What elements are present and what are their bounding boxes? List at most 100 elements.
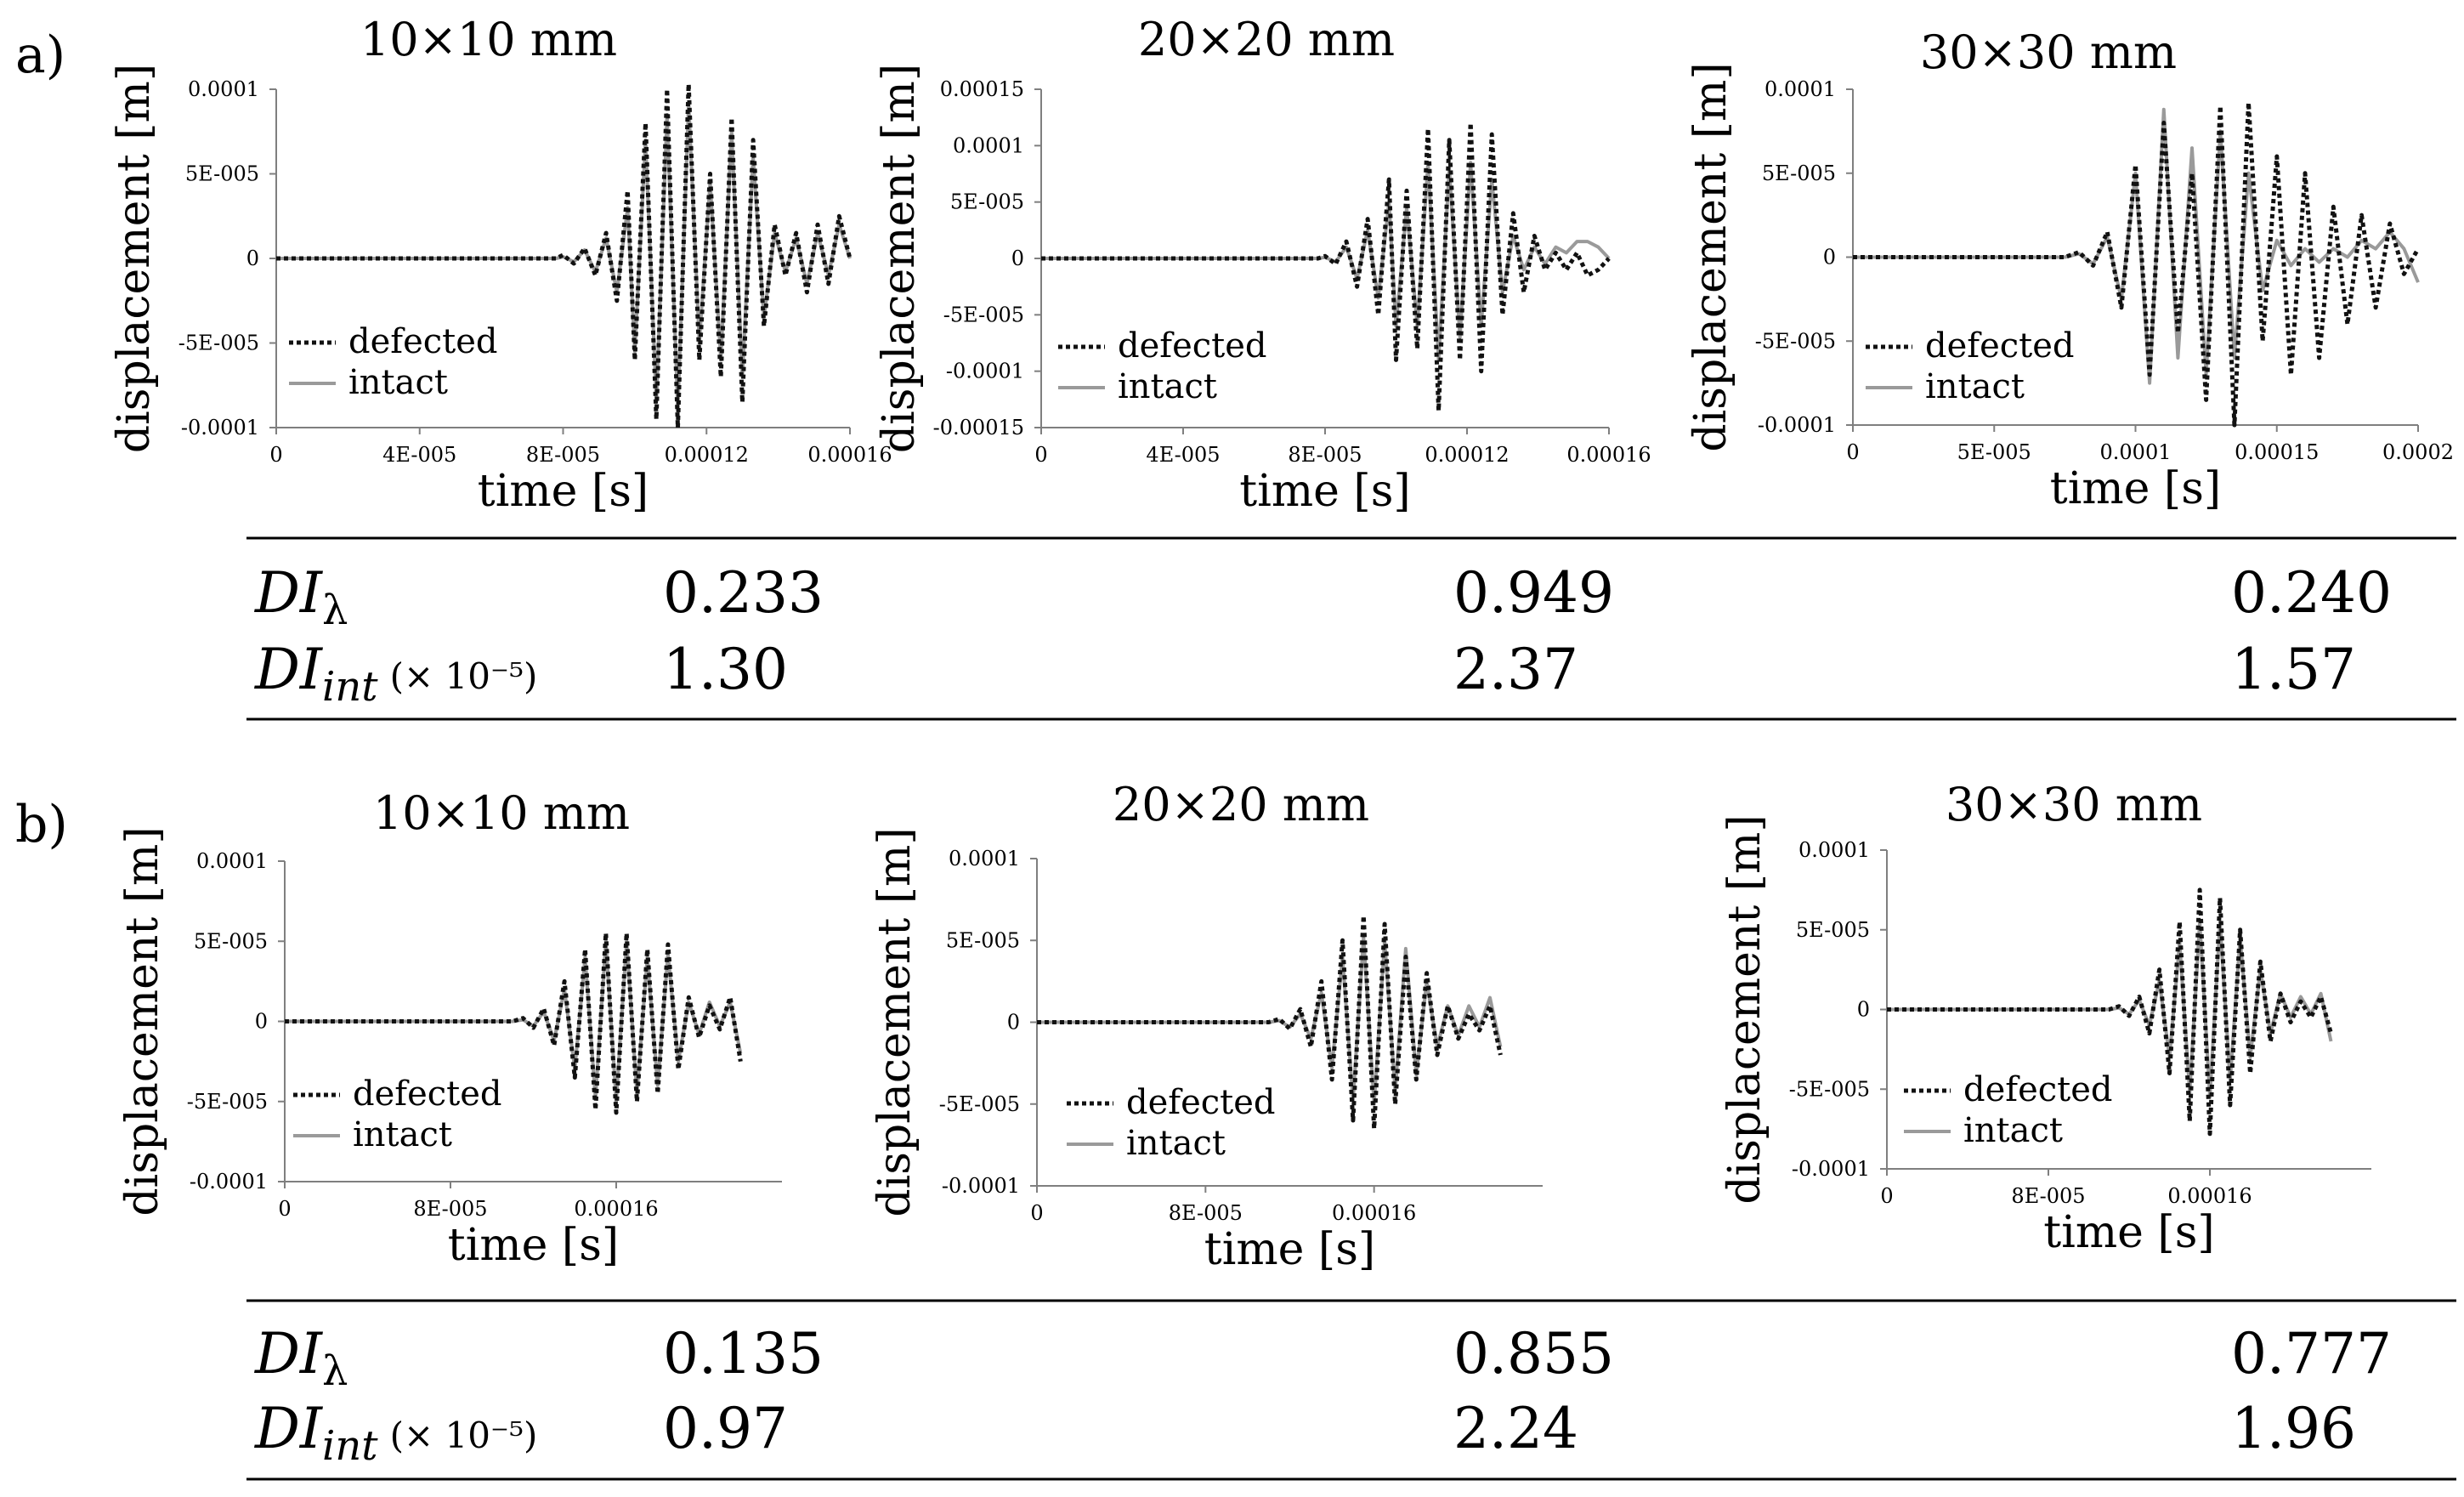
- x-axis-label: time [s]: [478, 466, 649, 517]
- x-axis-label: time [s]: [2043, 1207, 2214, 1258]
- y-tick-label: -5E-005: [178, 332, 259, 355]
- y-tick-label: 0.0001: [953, 133, 1024, 157]
- x-tick-label: 0.0002: [2382, 440, 2454, 464]
- legend-label-intact: intact: [353, 1115, 452, 1154]
- x-axis-label: time [s]: [1239, 466, 1410, 517]
- y-tick-label: 0.00015: [940, 77, 1024, 101]
- y-tick-label: -5E-005: [1755, 329, 1836, 353]
- table-b-r2c1: 0.97: [663, 1396, 788, 1461]
- y-tick-label: 0.0001: [1798, 838, 1870, 862]
- table-a-r1c2: 0.949: [1453, 560, 1614, 626]
- x-tick-label: 0: [269, 443, 282, 467]
- table-b-r2c2: 2.24: [1453, 1396, 1578, 1461]
- table-b-r1c1: 0.135: [663, 1321, 824, 1386]
- y-tick-label: 0.0001: [196, 849, 268, 873]
- chart-b2: -0.0001 -5E-005 0 5E-005 0.0001 0 8E-005 0.0001…: [869, 827, 1543, 1275]
- table-b-r1c3: 0.777: [2231, 1321, 2392, 1386]
- y-tick-label: -0.0001: [1758, 413, 1836, 437]
- table-b-row1-label: DIλ: [254, 1321, 348, 1395]
- y-tick-label: -0.0001: [1792, 1157, 1870, 1181]
- y-tick-label: 0: [1857, 998, 1870, 1022]
- chart-b1: -0.0001 -5E-005 0 5E-005 0.0001 0 8E-005 0.0001…: [117, 826, 782, 1271]
- table-b-r2c3: 1.96: [2231, 1396, 2356, 1461]
- legend-label-intact: intact: [348, 363, 448, 402]
- y-axis-label: displacement [m]: [869, 827, 920, 1216]
- table-a: DIλ DIint (× 10⁻⁵) 0.233 0.949 0.240 1.30…: [246, 536, 2456, 721]
- chart-title-b3: 30×30 mm: [1946, 778, 2202, 831]
- x-tick-label: 0.00016: [1332, 1201, 1416, 1225]
- x-tick-label: 0.00016: [574, 1197, 658, 1221]
- legend-label-defected: defected: [353, 1075, 502, 1114]
- x-tick-label: 8E-005: [413, 1197, 487, 1221]
- y-axis-label: displacement [m]: [109, 64, 160, 453]
- y-tick-label: 5E-005: [946, 928, 1020, 952]
- x-axis-label: time [s]: [448, 1220, 619, 1271]
- chart-title-a1: 10×10 mm: [360, 13, 617, 66]
- x-axis-label: time [s]: [2050, 463, 2221, 514]
- table-a-r2c1: 1.30: [663, 637, 788, 702]
- y-tick-label: 0: [1011, 247, 1024, 270]
- x-tick-label: 0.0001: [2100, 440, 2172, 464]
- x-tick-label: 0: [1880, 1184, 1893, 1208]
- y-tick-label: -5E-005: [1789, 1077, 1870, 1101]
- y-tick-label: 0.0001: [188, 77, 259, 101]
- table-a-r2c2: 2.37: [1453, 637, 1578, 702]
- table-a-r1c1: 0.233: [663, 560, 824, 626]
- y-tick-label: -5E-005: [943, 303, 1024, 326]
- y-tick-label: -0.0001: [190, 1170, 268, 1194]
- chart-a2: -0.00015 -0.0001 -5E-005 0 5E-005 0.0001 0.000…: [874, 64, 1651, 517]
- y-tick-label: 0.0001: [949, 847, 1020, 870]
- table-a-r1c3: 0.240: [2231, 560, 2392, 626]
- legend-label-defected: defected: [348, 322, 498, 361]
- x-tick-label: 0: [278, 1197, 291, 1221]
- x-tick-label: 0: [1030, 1201, 1043, 1225]
- y-tick-label: -0.0001: [181, 416, 259, 439]
- chart-title-a3: 30×30 mm: [1920, 26, 2177, 79]
- chart-title-b2: 20×20 mm: [1113, 778, 1369, 831]
- y-axis-label: displacement [m]: [874, 64, 925, 453]
- chart-a1: -0.0001 -5E-005 0 5E-005 0.0001 0 4E-005 8E-005…: [109, 64, 892, 517]
- y-tick-label: -0.0001: [942, 1174, 1020, 1198]
- series-line-defected: [1037, 913, 1503, 1131]
- y-axis-label: displacement [m]: [1685, 62, 1736, 451]
- y-axis-label: displacement [m]: [117, 826, 168, 1216]
- x-tick-label: 0.00016: [1566, 443, 1651, 467]
- y-tick-label: 0: [255, 1010, 268, 1034]
- y-tick-label: -0.00015: [933, 416, 1024, 439]
- table-b-r1c2: 0.855: [1453, 1321, 1614, 1386]
- x-tick-label: 4E-005: [382, 443, 456, 467]
- table-b-row2-label: DIint (× 10⁻⁵): [254, 1396, 537, 1470]
- x-tick-label: 4E-005: [1146, 443, 1220, 467]
- legend-label-defected: defected: [1118, 326, 1267, 366]
- x-tick-label: 0: [1034, 443, 1047, 467]
- legend-label-intact: intact: [1963, 1111, 2063, 1150]
- x-tick-label: 0.00015: [2235, 440, 2319, 464]
- legend-label-defected: defected: [1126, 1083, 1276, 1122]
- x-tick-label: 0: [1846, 440, 1859, 464]
- series-line-defected: [1887, 887, 2333, 1137]
- x-tick-label: 8E-005: [526, 443, 600, 467]
- x-tick-label: 0.00012: [665, 443, 749, 467]
- x-tick-label: 0.00016: [807, 443, 892, 467]
- y-tick-label: 0.0001: [1764, 77, 1836, 101]
- series-line-defected: [285, 931, 743, 1115]
- y-tick-label: 0: [1823, 246, 1836, 269]
- chart-a3: -0.0001 -5E-005 0 5E-005 0.0001 0 5E-005 0.0001…: [1685, 62, 2454, 514]
- table-a-row2-label: DIint (× 10⁻⁵): [254, 637, 537, 711]
- table-a-r2c3: 1.57: [2231, 637, 2356, 702]
- legend-label-defected: defected: [1963, 1070, 2113, 1109]
- x-tick-label: 8E-005: [1288, 443, 1362, 467]
- x-axis-label: time [s]: [1204, 1224, 1375, 1275]
- chart-b3: -0.0001 -5E-005 0 5E-005 0.0001 0 8E-005 0.0001…: [1719, 814, 2371, 1258]
- y-tick-label: 5E-005: [1762, 162, 1836, 185]
- legend-label-intact: intact: [1126, 1124, 1226, 1163]
- y-tick-label: 5E-005: [194, 929, 268, 953]
- y-tick-label: 5E-005: [950, 190, 1024, 214]
- x-tick-label: 0.00012: [1425, 443, 1509, 467]
- legend-label-intact: intact: [1925, 367, 2025, 406]
- y-tick-label: 5E-005: [185, 162, 259, 186]
- series-line-defected: [1041, 121, 1611, 413]
- y-tick-label: 5E-005: [1796, 918, 1870, 942]
- x-tick-label: 8E-005: [1169, 1201, 1243, 1225]
